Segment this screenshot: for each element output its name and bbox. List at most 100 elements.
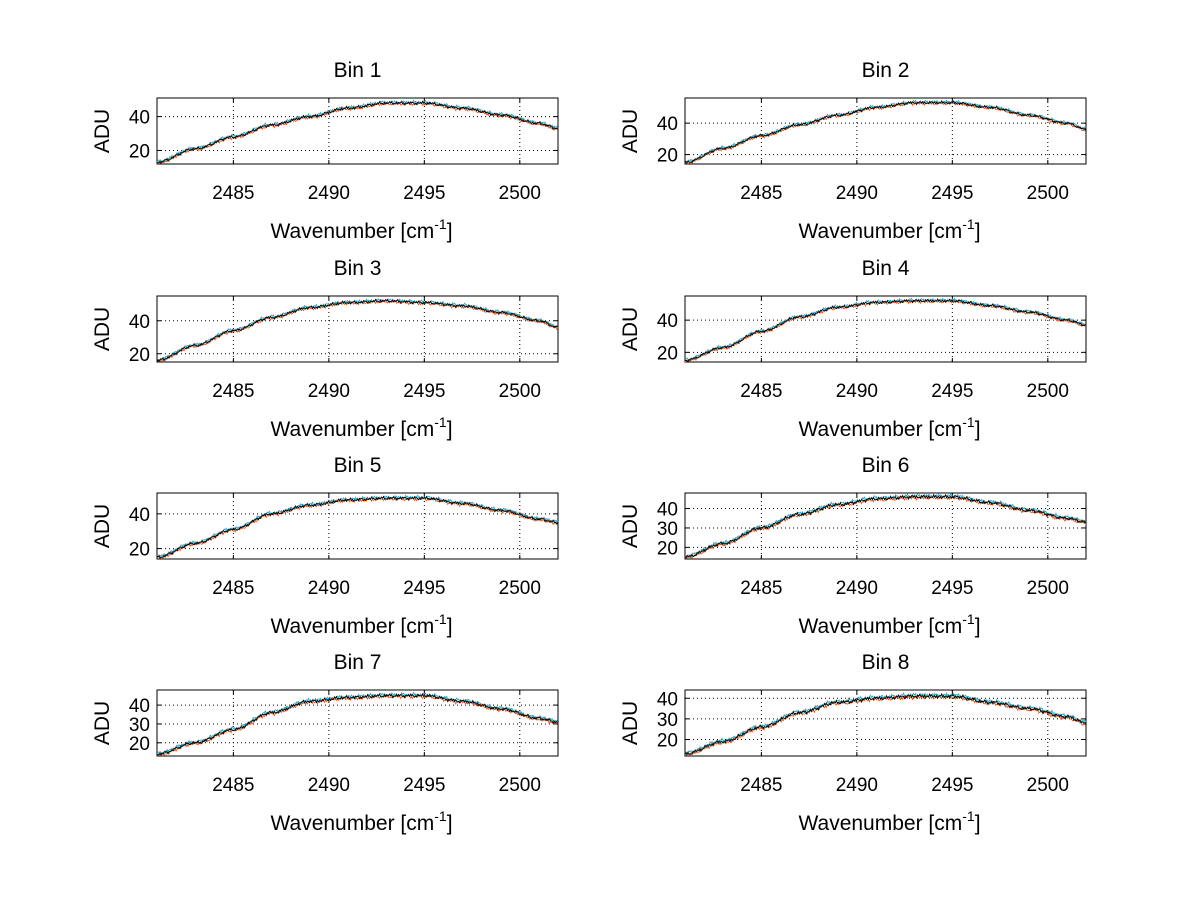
x-axis-label: Wavenumber [cm-1]: [270, 808, 452, 835]
subplot-title: Bin 2: [862, 59, 910, 82]
subplot-title: Bin 3: [334, 257, 382, 280]
series-line: [157, 692, 558, 756]
x-axis-label-main: Wavenumber [cm: [270, 220, 434, 243]
x-axis-label-suffix: ]: [447, 812, 453, 835]
x-tick-label: 2500: [499, 381, 541, 402]
series-line: [157, 298, 558, 362]
y-tick-label: 30: [129, 715, 150, 736]
y-axis-label: ADU: [619, 109, 642, 153]
x-axis-label-main: Wavenumber [cm: [798, 615, 962, 638]
subplot-title: Bin 5: [334, 454, 382, 477]
y-axis-label: ADU: [91, 504, 114, 548]
x-tick-label: 2485: [212, 381, 254, 402]
x-axis-label-sup: -1: [962, 808, 975, 824]
series-line: [157, 100, 558, 164]
y-axis-label: ADU: [91, 307, 114, 351]
x-axis-label-sup: -1: [962, 216, 975, 232]
x-axis-label-sup: -1: [434, 216, 447, 232]
series-line: [685, 493, 1086, 559]
plot-area: [684, 97, 1087, 165]
plot-area: [156, 492, 559, 560]
x-axis-label-sup: -1: [434, 808, 447, 824]
x-tick-label: 2495: [931, 578, 973, 599]
y-tick-label: 20: [657, 146, 678, 167]
x-tick-label: 2485: [212, 775, 254, 796]
y-tick-label: 20: [129, 345, 150, 366]
y-tick-label: 20: [129, 734, 150, 755]
x-tick-label: 2495: [931, 775, 973, 796]
subplot-bin-5: 2485 2490 2495 2500 20 40 Bin 5 Wavenumber [cm-…: [91, 454, 559, 638]
series-line: [157, 99, 558, 163]
x-axis-label: Wavenumber [cm-1]: [798, 611, 980, 638]
subplot-title: Bin 8: [862, 651, 910, 674]
x-axis-label-sup: -1: [434, 414, 447, 430]
x-tick-label: 2500: [1027, 578, 1069, 599]
y-tick-label: 30: [657, 710, 678, 731]
x-axis-label-main: Wavenumber [cm: [270, 615, 434, 638]
y-tick-label: 40: [657, 500, 678, 521]
y-tick-label: 20: [657, 343, 678, 364]
x-axis-label: Wavenumber [cm-1]: [798, 414, 980, 441]
x-tick-label: 2485: [740, 775, 782, 796]
x-axis-label-main: Wavenumber [cm: [270, 812, 434, 835]
x-tick-label: 2500: [1027, 775, 1069, 796]
x-tick-label: 2490: [308, 775, 350, 796]
x-tick-label: 2500: [499, 578, 541, 599]
x-tick-label: 2485: [212, 578, 254, 599]
x-axis-label-suffix: ]: [975, 615, 981, 638]
x-tick-label: 2485: [212, 183, 254, 204]
plot-area: [684, 295, 1087, 363]
y-tick-label: 40: [657, 311, 678, 332]
x-axis-label-main: Wavenumber [cm: [798, 220, 962, 243]
y-axis-label: ADU: [619, 701, 642, 745]
y-tick-label: 40: [129, 505, 150, 526]
x-tick-label: 2495: [403, 381, 445, 402]
x-axis-label-suffix: ]: [975, 418, 981, 441]
series-line: [685, 298, 1086, 362]
x-axis-label-suffix: ]: [447, 220, 453, 243]
subplot-title: Bin 4: [862, 257, 910, 280]
x-tick-label: 2495: [403, 578, 445, 599]
x-axis-label: Wavenumber [cm-1]: [270, 414, 452, 441]
subplot-bin-3: 2485 2490 2495 2500 20 40 Bin 3 Wavenumber [cm-…: [91, 257, 559, 441]
subplot-title: Bin 1: [334, 59, 382, 82]
y-tick-label: 20: [657, 731, 678, 752]
subplot-bin-4: 2485 2490 2495 2500 20 40 Bin 4 Wavenumber [cm-…: [619, 257, 1087, 441]
x-tick-label: 2495: [931, 183, 973, 204]
x-axis-label-suffix: ]: [975, 220, 981, 243]
x-tick-label: 2500: [499, 775, 541, 796]
x-tick-label: 2485: [740, 578, 782, 599]
plot-area: [684, 689, 1087, 757]
x-axis-label-main: Wavenumber [cm: [798, 812, 962, 835]
series-line: [685, 297, 1086, 361]
x-tick-label: 2490: [308, 183, 350, 204]
x-tick-label: 2500: [1027, 381, 1069, 402]
x-axis-label-suffix: ]: [447, 418, 453, 441]
y-axis-label: ADU: [619, 307, 642, 351]
y-axis-label: ADU: [91, 701, 114, 745]
subplot-bin-2: 2485 2490 2495 2500 20 40 Bin 2 Wavenumber [cm-…: [619, 59, 1087, 243]
subplot-title: Bin 6: [862, 454, 910, 477]
series-line: [685, 692, 1086, 756]
x-axis-label: Wavenumber [cm-1]: [270, 611, 452, 638]
x-axis-label-main: Wavenumber [cm: [270, 418, 434, 441]
y-tick-label: 40: [657, 114, 678, 135]
x-tick-label: 2485: [740, 381, 782, 402]
y-tick-label: 20: [129, 540, 150, 561]
x-tick-label: 2490: [836, 183, 878, 204]
y-tick-label: 20: [129, 141, 150, 162]
x-tick-label: 2495: [403, 775, 445, 796]
x-axis-label: Wavenumber [cm-1]: [798, 216, 980, 243]
x-axis-label-suffix: ]: [447, 615, 453, 638]
y-tick-label: 30: [657, 519, 678, 540]
plot-area: [156, 689, 559, 757]
series-line: [685, 494, 1086, 559]
x-tick-label: 2490: [308, 578, 350, 599]
x-tick-label: 2490: [836, 775, 878, 796]
x-axis-label-main: Wavenumber [cm: [798, 418, 962, 441]
x-tick-label: 2495: [403, 183, 445, 204]
